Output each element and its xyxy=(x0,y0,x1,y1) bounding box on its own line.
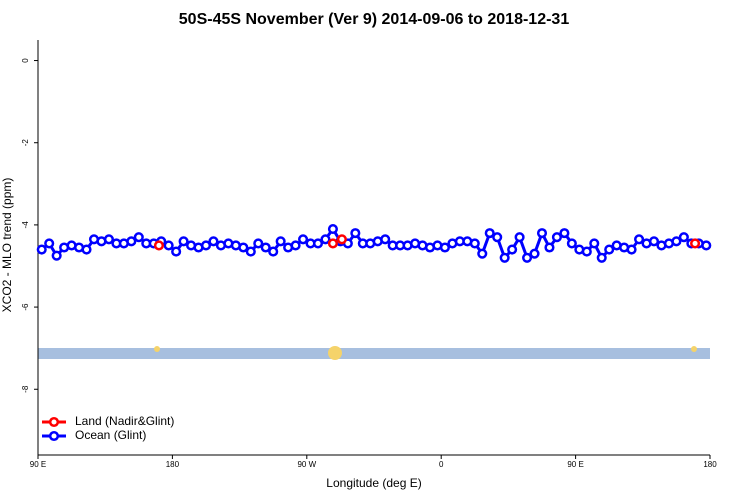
data-point xyxy=(469,238,480,249)
data-point xyxy=(171,246,182,257)
chart-title: 50S-45S November (Ver 9) 2014-09-06 to 2… xyxy=(179,11,570,28)
data-point xyxy=(81,244,92,255)
data-point xyxy=(133,232,144,243)
data-point xyxy=(327,238,338,249)
data-point xyxy=(51,250,62,261)
data-point xyxy=(499,252,510,263)
data-point xyxy=(551,232,562,243)
data-point xyxy=(701,240,712,251)
y-tick-label: -8 xyxy=(21,385,30,393)
legend-marker xyxy=(48,416,60,428)
count-dot xyxy=(691,346,697,352)
y-tick-label: -2 xyxy=(21,139,30,147)
count-dot xyxy=(328,346,342,360)
data-point xyxy=(678,232,689,243)
legend-label: Land (Nadir&Glint) xyxy=(75,414,174,428)
x-tick-label: 0 xyxy=(439,460,444,469)
count-band xyxy=(38,348,710,359)
data-point xyxy=(290,240,301,251)
data-point xyxy=(492,232,503,243)
x-tick-label: 90 W xyxy=(297,460,316,469)
data-point xyxy=(634,234,645,245)
x-tick-label: 180 xyxy=(703,460,717,469)
data-point xyxy=(484,228,495,239)
data-point xyxy=(103,234,114,245)
data-point xyxy=(208,236,219,247)
x-tick-label: 90 E xyxy=(567,460,583,469)
data-point xyxy=(126,236,137,247)
data-point xyxy=(336,234,347,245)
y-tick-label: -4 xyxy=(21,221,30,229)
data-point xyxy=(529,248,540,259)
data-point xyxy=(253,238,264,249)
data-point xyxy=(477,248,488,259)
data-point xyxy=(245,246,256,257)
data-point xyxy=(596,252,607,263)
data-point xyxy=(238,242,249,253)
data-point xyxy=(536,228,548,239)
data-point xyxy=(153,240,165,251)
data-point xyxy=(44,238,55,249)
data-point xyxy=(312,238,324,249)
data-point xyxy=(36,244,47,255)
data-point xyxy=(566,238,577,249)
data-point xyxy=(163,240,174,251)
data-point xyxy=(260,242,271,253)
x-tick-label: 90 E xyxy=(30,460,46,469)
legend: Land (Nadir&Glint)Ocean (Glint) xyxy=(42,414,174,442)
data-point xyxy=(350,228,361,239)
data-point xyxy=(178,236,189,247)
data-point xyxy=(514,232,525,243)
data-point xyxy=(648,236,660,247)
data-point xyxy=(298,234,309,245)
data-point xyxy=(626,244,637,255)
legend-label: Ocean (Glint) xyxy=(75,428,146,442)
data-point xyxy=(380,234,391,245)
x-tick-label: 180 xyxy=(166,460,180,469)
data-point xyxy=(200,240,212,251)
data-point xyxy=(604,244,615,255)
data-point xyxy=(275,236,286,247)
data-point xyxy=(439,242,450,253)
y-axis-label: XCO2 - MLO trend (ppm) xyxy=(0,178,14,313)
data-point xyxy=(589,238,600,249)
data-point xyxy=(268,246,279,257)
data-point xyxy=(522,252,533,263)
data-point xyxy=(581,246,592,257)
legend-marker xyxy=(48,430,60,442)
y-tick-label: 0 xyxy=(21,58,30,63)
count-dot xyxy=(154,346,160,352)
data-point xyxy=(320,234,331,245)
data-point xyxy=(327,223,338,235)
data-point xyxy=(507,244,518,255)
data-point xyxy=(671,236,682,247)
data-point xyxy=(544,242,555,253)
data-point xyxy=(690,238,701,249)
y-tick-label: -6 xyxy=(21,303,30,311)
x-axis-label: Longitude (deg E) xyxy=(326,476,421,490)
data-point xyxy=(559,228,570,239)
